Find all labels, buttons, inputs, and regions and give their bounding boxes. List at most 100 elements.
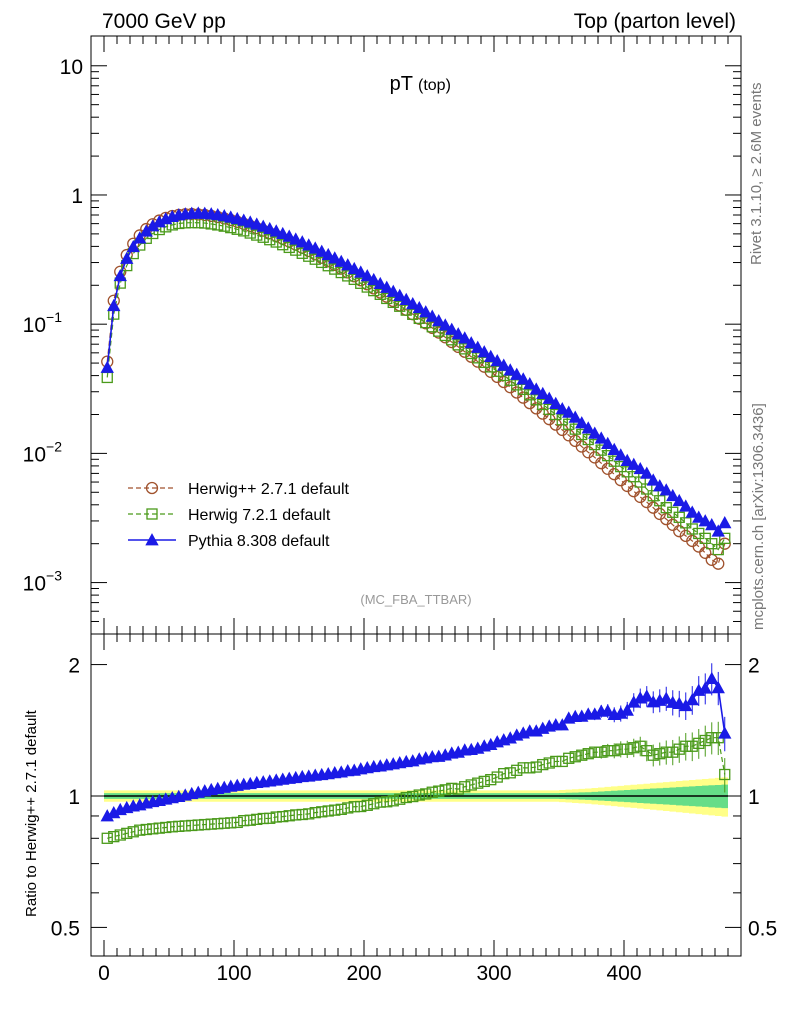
data-point-pythia xyxy=(419,305,433,318)
legend-label: Pythia 8.308 default xyxy=(188,533,330,550)
ratio-point-herwig7 xyxy=(628,742,640,754)
data-point-herwig7 xyxy=(309,253,321,265)
data-point-herwig7 xyxy=(413,312,425,325)
ratio-point-herwig7 xyxy=(114,829,126,841)
ratio-point-herwig7 xyxy=(186,819,198,832)
data-point-herwig7 xyxy=(465,347,477,360)
rivet-label: Rivet 3.1.10, ≥ 2.6M events xyxy=(748,83,765,266)
series-herwig7 xyxy=(101,217,731,556)
ratio-point-herwig7 xyxy=(660,746,672,758)
ratio-ytick-label-right: 1 xyxy=(748,786,760,809)
data-point-pythia xyxy=(295,235,309,248)
ratio-point-herwig7 xyxy=(173,820,185,833)
ratio-point-herwig7 xyxy=(225,817,237,829)
ratio-point-herwig7 xyxy=(387,795,399,807)
x-tick-label: 400 xyxy=(606,962,641,985)
ratio-point-herwig7 xyxy=(452,783,464,795)
ratio-point-herwig7 xyxy=(329,804,341,816)
data-point-herwig7 xyxy=(290,244,302,256)
ratio-point-herwig7 xyxy=(179,820,191,832)
ratio-point-pythia xyxy=(718,726,732,739)
main-ytick-base: 10 xyxy=(23,314,46,337)
main-ytick-exp: −2 xyxy=(46,438,62,454)
data-point-herwig7 xyxy=(303,250,315,262)
ratio-point-pythia xyxy=(601,704,615,717)
data-point-herwig7 xyxy=(394,300,406,312)
ratio-point-herwig7 xyxy=(511,764,523,776)
ratio-point-herwig7 xyxy=(166,821,178,833)
data-point-pythia xyxy=(555,402,569,415)
data-point-pythia xyxy=(542,391,556,404)
ratio-point-pythia xyxy=(555,718,569,731)
data-point-herwig7 xyxy=(641,483,653,495)
ratio-point-herwig7 xyxy=(270,811,282,823)
data-point-pythia xyxy=(718,516,732,529)
header-right: Top (parton level) xyxy=(574,10,736,33)
data-point-pythia xyxy=(490,354,504,367)
data-point-pythia xyxy=(464,336,478,349)
data-point-herwig7 xyxy=(420,316,432,329)
data-point-herwigpp xyxy=(712,557,725,570)
ratio-point-herwig7 xyxy=(478,775,490,788)
data-point-herwig7 xyxy=(238,225,250,237)
plot-title-sub: (top) xyxy=(418,77,451,94)
ratio-ytick-label-right: 0.5 xyxy=(748,917,777,940)
data-point-pythia xyxy=(523,377,537,390)
data-point-pythia xyxy=(607,442,621,455)
ratio-point-herwig7 xyxy=(394,793,406,805)
data-point-pythia xyxy=(614,448,628,461)
ratio-point-herwig7 xyxy=(563,752,575,764)
data-point-herwig7 xyxy=(270,236,282,248)
data-point-pythia xyxy=(653,479,667,492)
ratio-point-herwig7 xyxy=(238,815,250,827)
ratio-point-herwig7 xyxy=(699,734,711,747)
data-point-herwigpp xyxy=(699,546,712,559)
data-point-herwigpp xyxy=(666,518,679,531)
ratio-point-herwig7 xyxy=(296,808,308,821)
data-point-pythia xyxy=(562,405,576,418)
data-point-pythia xyxy=(347,261,361,275)
data-point-herwig7 xyxy=(719,532,731,544)
data-point-herwig7 xyxy=(251,229,263,241)
data-point-pythia xyxy=(406,296,420,310)
data-point-pythia xyxy=(698,514,712,527)
ratio-point-herwig7 xyxy=(556,755,568,768)
data-point-herwig7 xyxy=(316,256,328,269)
ratio-point-herwig7 xyxy=(491,771,503,783)
main-series xyxy=(100,206,732,570)
ratio-point-herwig7 xyxy=(121,827,133,840)
ratio-point-pythia xyxy=(620,703,634,716)
ratio-point-herwig7 xyxy=(251,813,263,826)
data-point-herwig7 xyxy=(335,266,347,279)
data-point-pythia xyxy=(302,238,316,251)
main-ytick-base: 10 xyxy=(23,573,46,596)
data-point-pythia xyxy=(575,416,589,429)
data-point-pythia xyxy=(334,254,348,267)
main-ytick-base: 10 xyxy=(23,443,46,466)
ratio-point-herwig7 xyxy=(602,745,614,757)
ratio-ytick-label-left: 1 xyxy=(68,786,80,809)
data-point-pythia xyxy=(289,232,303,245)
ratio-point-herwig7 xyxy=(290,809,302,821)
data-point-pythia xyxy=(666,488,680,502)
data-point-pythia xyxy=(497,358,511,371)
ratio-point-herwig7 xyxy=(706,732,718,744)
ratio-point-herwig7 xyxy=(127,826,139,838)
x-tick-label: 300 xyxy=(476,962,511,985)
data-point-pythia xyxy=(282,229,296,242)
legend-marker-pythia xyxy=(145,533,159,546)
ratio-ytick-label-left: 2 xyxy=(68,655,80,678)
data-point-pythia xyxy=(549,396,563,409)
main-ytick-label: 10−1 xyxy=(23,309,63,337)
ratio-point-herwig7 xyxy=(355,800,367,813)
ratio-ytick-label-right: 2 xyxy=(748,655,760,678)
ratio-point-herwig7 xyxy=(374,796,386,808)
ratio-point-herwig7 xyxy=(530,761,542,773)
ratio-point-herwig7 xyxy=(472,777,484,789)
ratio-point-herwig7 xyxy=(134,824,146,836)
ratio-xaxis xyxy=(103,634,729,956)
data-point-herwig7 xyxy=(706,538,718,550)
data-point-pythia xyxy=(646,473,660,486)
data-point-pythia xyxy=(705,517,719,531)
